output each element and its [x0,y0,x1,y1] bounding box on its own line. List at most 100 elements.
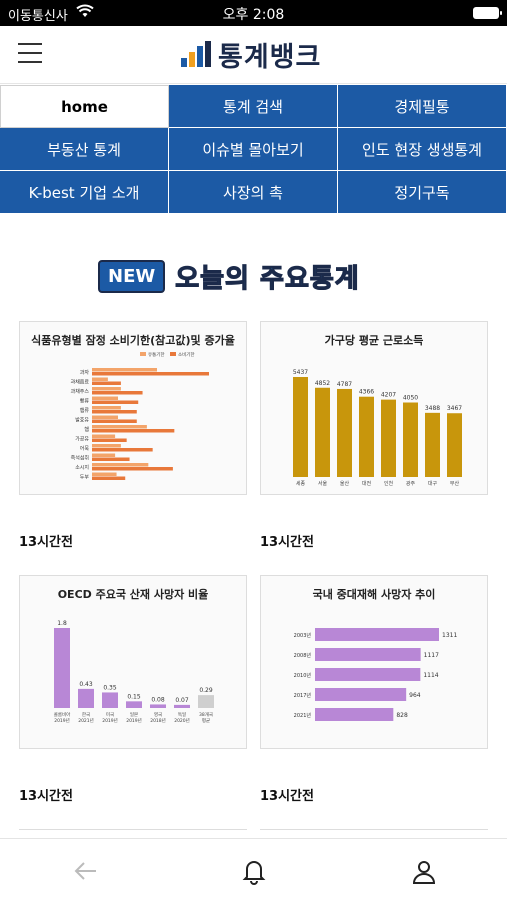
bar [315,387,330,477]
app-header: 통계뱅크 [0,26,507,84]
category-label: 2021년 [78,717,94,724]
bar [126,701,142,708]
category-label: 2017년 [294,692,312,699]
category-label: 2018년 [150,717,166,724]
bar [92,457,130,461]
category-label: 2019년 [54,717,70,724]
category-label: 2019년 [102,717,118,724]
person-icon[interactable] [410,857,438,885]
category-label: 38개국 [199,711,213,718]
back-arrow-icon[interactable] [72,857,100,885]
card-time: 13시간전 [260,789,314,804]
nav-issues[interactable]: 이슈별 몰아보기 [169,128,338,171]
bar [92,429,175,433]
bar [337,388,352,477]
bar [315,668,421,681]
bar [78,688,94,708]
bar [92,406,121,410]
category-label: 세종 [296,480,306,487]
data-label: 4207 [381,392,396,399]
category-label: 어묵 [80,445,90,452]
bell-icon[interactable] [240,857,268,885]
chart-svg: 5437 세종 4852 서울 4787 울산 4366 대전 4207 인천 4050 광주 3488… [293,369,462,487]
stat-card[interactable]: 식품유형별 잠정 소비기한(참고값)및 증가율 유통기한 소비기한 과자 과채음료 과채… [19,321,247,550]
nav-economy[interactable]: 경제필통 [338,85,507,128]
data-label: 0.08 [151,696,165,703]
data-label: 0.15 [127,693,141,700]
data-label: 1.8 [57,620,67,627]
bar [92,444,121,448]
bar [174,704,190,708]
nav-stat-search[interactable]: 통계 검색 [169,85,338,128]
data-label: 0.29 [199,687,213,694]
nav-india[interactable]: 인도 현장 생생통계 [338,128,507,171]
category-label: 발효유 [75,417,89,424]
stat-card[interactable]: OECD 주요국 산재 사망자 비율 1.8 콜롬비아 2019년 0.43 한국 202… [19,575,247,804]
bar-chart-logo [181,41,211,67]
bar [92,476,126,480]
new-badge: NEW [98,259,166,293]
logo[interactable]: 통계뱅크 [180,37,322,73]
category-label: 부산 [450,480,460,487]
card-time: 13시간전 [19,789,73,804]
data-label: 4852 [315,380,330,387]
nav-home[interactable]: home [0,85,169,128]
banner-title: 오늘의 주요통계 [175,263,360,294]
bar [92,472,117,476]
bar [92,372,209,376]
chart-title: 가구당 평균 근로소득 [324,334,424,347]
clock: 오후 2:08 [222,7,285,23]
bar [92,453,116,457]
bottom-nav [0,838,507,900]
next-card-peek[interactable] [19,829,247,839]
bar [92,425,147,429]
chart-thumbnail[interactable]: 식품유형별 잠정 소비기한(참고값)및 증가율 유통기한 소비기한 과자 과채음료 과채… [19,321,247,495]
category-label: 빵류 [80,398,90,405]
category-label: 대전 [362,480,372,487]
todays-stats-banner: NEW 오늘의 주요통계 [98,258,360,294]
category-label: 2008년 [294,652,312,659]
legend-swatch [140,352,146,356]
stat-card[interactable]: 가구당 평균 근로소득 5437 세종 4852 서울 4787 울산 4366 대전 4207… [260,321,488,550]
category-label: 두부 [80,475,90,481]
bar [102,692,118,708]
data-label: 4787 [337,381,352,388]
chart-thumbnail[interactable]: OECD 주요국 산재 사망자 비율 1.8 콜롬비아 2019년 0.43 한국 202… [19,575,247,749]
nav-ceo[interactable]: 사장의 촉 [169,171,338,214]
bar [92,467,173,471]
legend-swatch [170,352,176,356]
stat-card[interactable]: 국내 중대재해 사망자 추이 2003년 1311 2008년 1117 2010년 11… [260,575,488,804]
nav-real-estate[interactable]: 부동산 통계 [0,128,169,171]
card-time: 13시간전 [260,535,314,550]
chart-title: OECD 주요국 산재 사망자 비율 [57,588,209,601]
bar [403,402,418,477]
category-label: 인천 [384,480,394,487]
bar [92,400,139,404]
legend-label: 소비기한 [178,351,195,358]
category-label: 과채주스 [71,388,90,395]
carrier-label: 이동통신사 [8,9,68,24]
category-label: 과자 [80,369,90,376]
nav-kbest[interactable]: K-best 기업 소개 [0,171,169,214]
category-label: 가공유 [75,436,89,443]
bar [315,708,394,721]
chart-thumbnail[interactable]: 가구당 평균 근로소득 5437 세종 4852 서울 4787 울산 4366 대전 4207… [260,321,488,495]
data-label: 0.07 [175,697,189,704]
category-label: 2019년 [126,717,142,724]
nav-subscribe[interactable]: 정기구독 [338,171,507,214]
category-label: 2020년 [174,717,190,724]
category-label: 2021년 [294,712,312,719]
chart-thumbnail[interactable]: 국내 중대재해 사망자 추이 2003년 1311 2008년 1117 2010년 11… [260,575,488,749]
logo-text: 통계뱅크 [218,41,322,73]
chart-svg: 2003년 1311 2008년 1117 2010년 1114 2017년 964 2021년… [294,628,457,721]
bar [92,381,121,385]
hamburger-icon[interactable] [18,43,42,63]
data-label: 4366 [359,389,374,396]
data-label: 0.35 [103,684,117,691]
bar [92,434,116,438]
bar [92,377,108,381]
bar [447,413,462,477]
next-card-peek[interactable] [260,829,488,839]
bar [150,704,166,708]
